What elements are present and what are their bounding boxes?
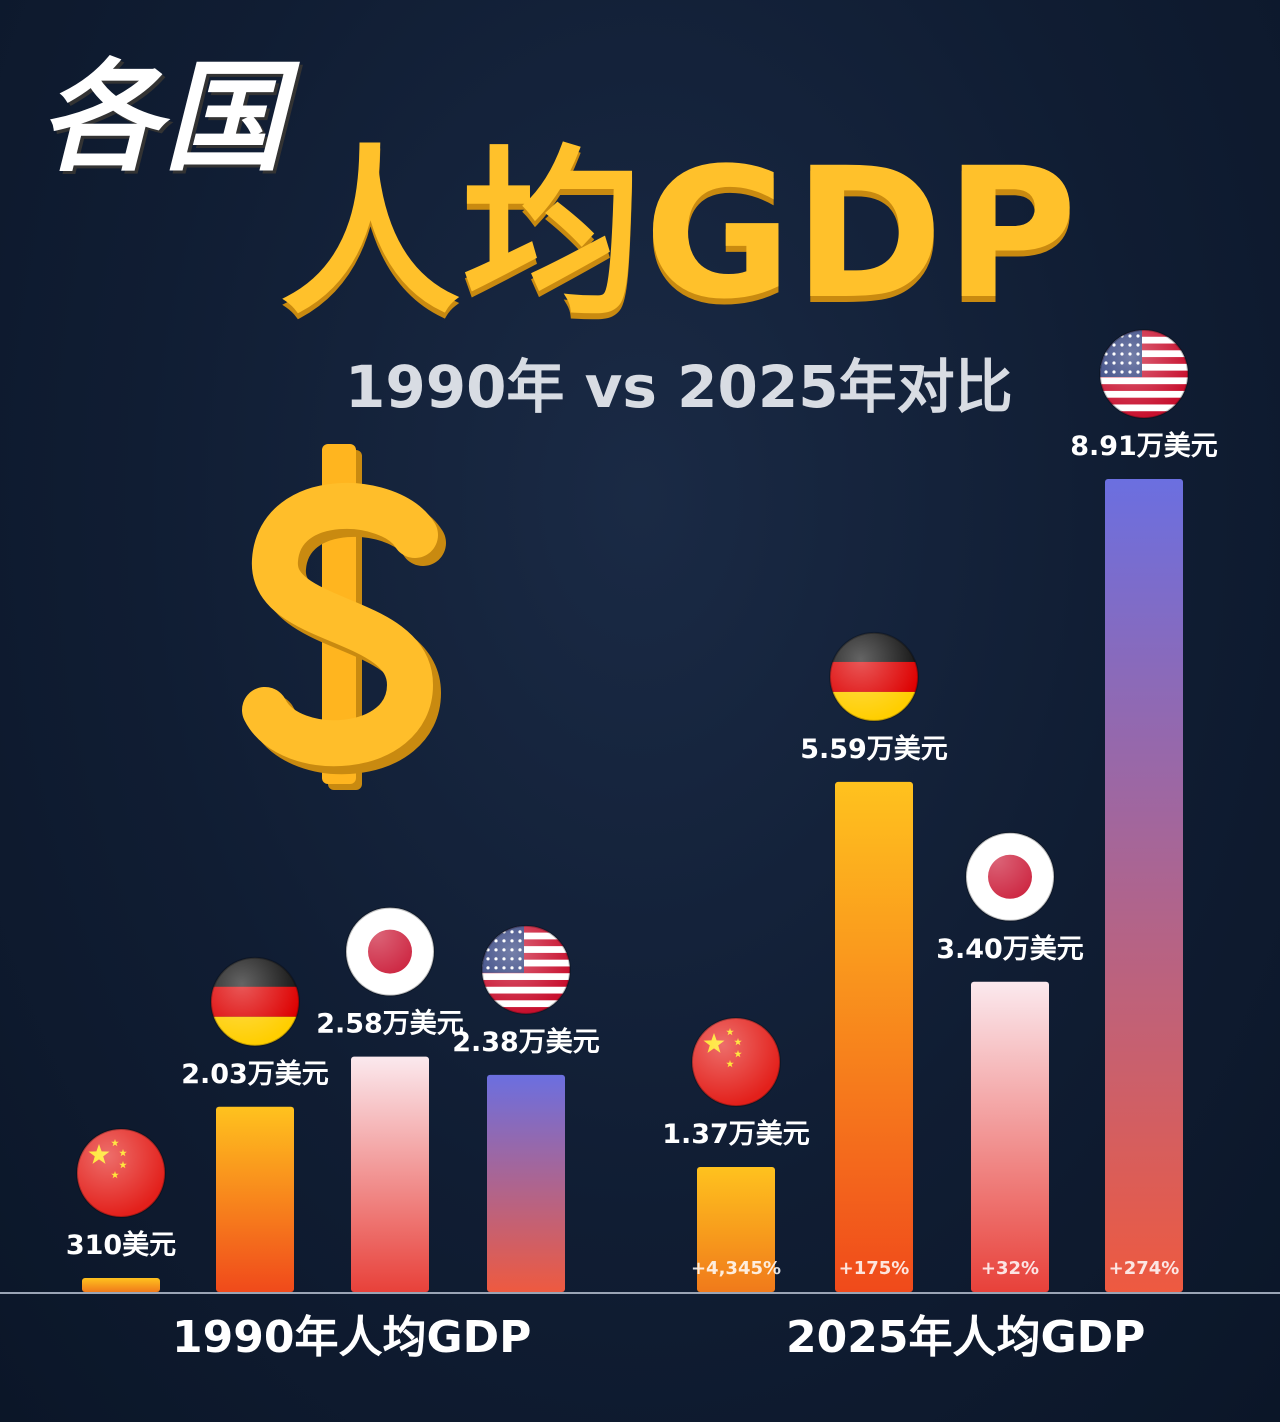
value-label: 310美元 (66, 1229, 176, 1261)
bar-china-0 (82, 1278, 160, 1292)
bar-china-1 (697, 1166, 775, 1292)
bar-germany-0 (216, 1106, 294, 1292)
title-line2: 人均GDP (280, 130, 1080, 339)
japan-flag-icon (965, 831, 1055, 922)
change-label: +4,345% (691, 1258, 781, 1279)
china-flag-icon (76, 1128, 166, 1218)
bar-japan-0 (351, 1056, 429, 1292)
usa-flag-icon (1099, 329, 1189, 419)
bar-germany-1 (835, 781, 913, 1292)
bar-usa-0 (487, 1074, 565, 1292)
value-label: 1.37万美元 (662, 1118, 810, 1150)
value-label: 3.40万美元 (936, 933, 1084, 965)
usa-flag-icon (481, 924, 571, 1015)
germany-flag-icon (210, 956, 300, 1047)
value-label: 2.38万美元 (452, 1026, 600, 1058)
change-label: +274% (1109, 1258, 1180, 1279)
bar-usa-1 (1105, 479, 1183, 1292)
baseline (0, 1292, 1280, 1294)
germany-flag-icon (829, 631, 919, 722)
value-label: 2.03万美元 (181, 1058, 329, 1090)
group-label-2025: 2025年人均GDP (786, 1312, 1146, 1363)
bar-japan-1 (971, 981, 1049, 1292)
dollar-icon (242, 444, 446, 790)
japan-flag-icon (345, 906, 435, 997)
value-label: 8.91万美元 (1070, 430, 1218, 462)
china-flag-icon (691, 1016, 781, 1107)
change-label: +175% (839, 1258, 910, 1279)
change-label: +32% (981, 1258, 1039, 1279)
value-label: 2.58万美元 (316, 1008, 464, 1040)
subtitle: 1990年 vs 2025年对比 (345, 353, 1013, 421)
title-line1: 各国 (40, 47, 288, 188)
value-label: 5.59万美元 (800, 733, 948, 765)
group-label-1990: 1990年人均GDP (172, 1312, 532, 1363)
